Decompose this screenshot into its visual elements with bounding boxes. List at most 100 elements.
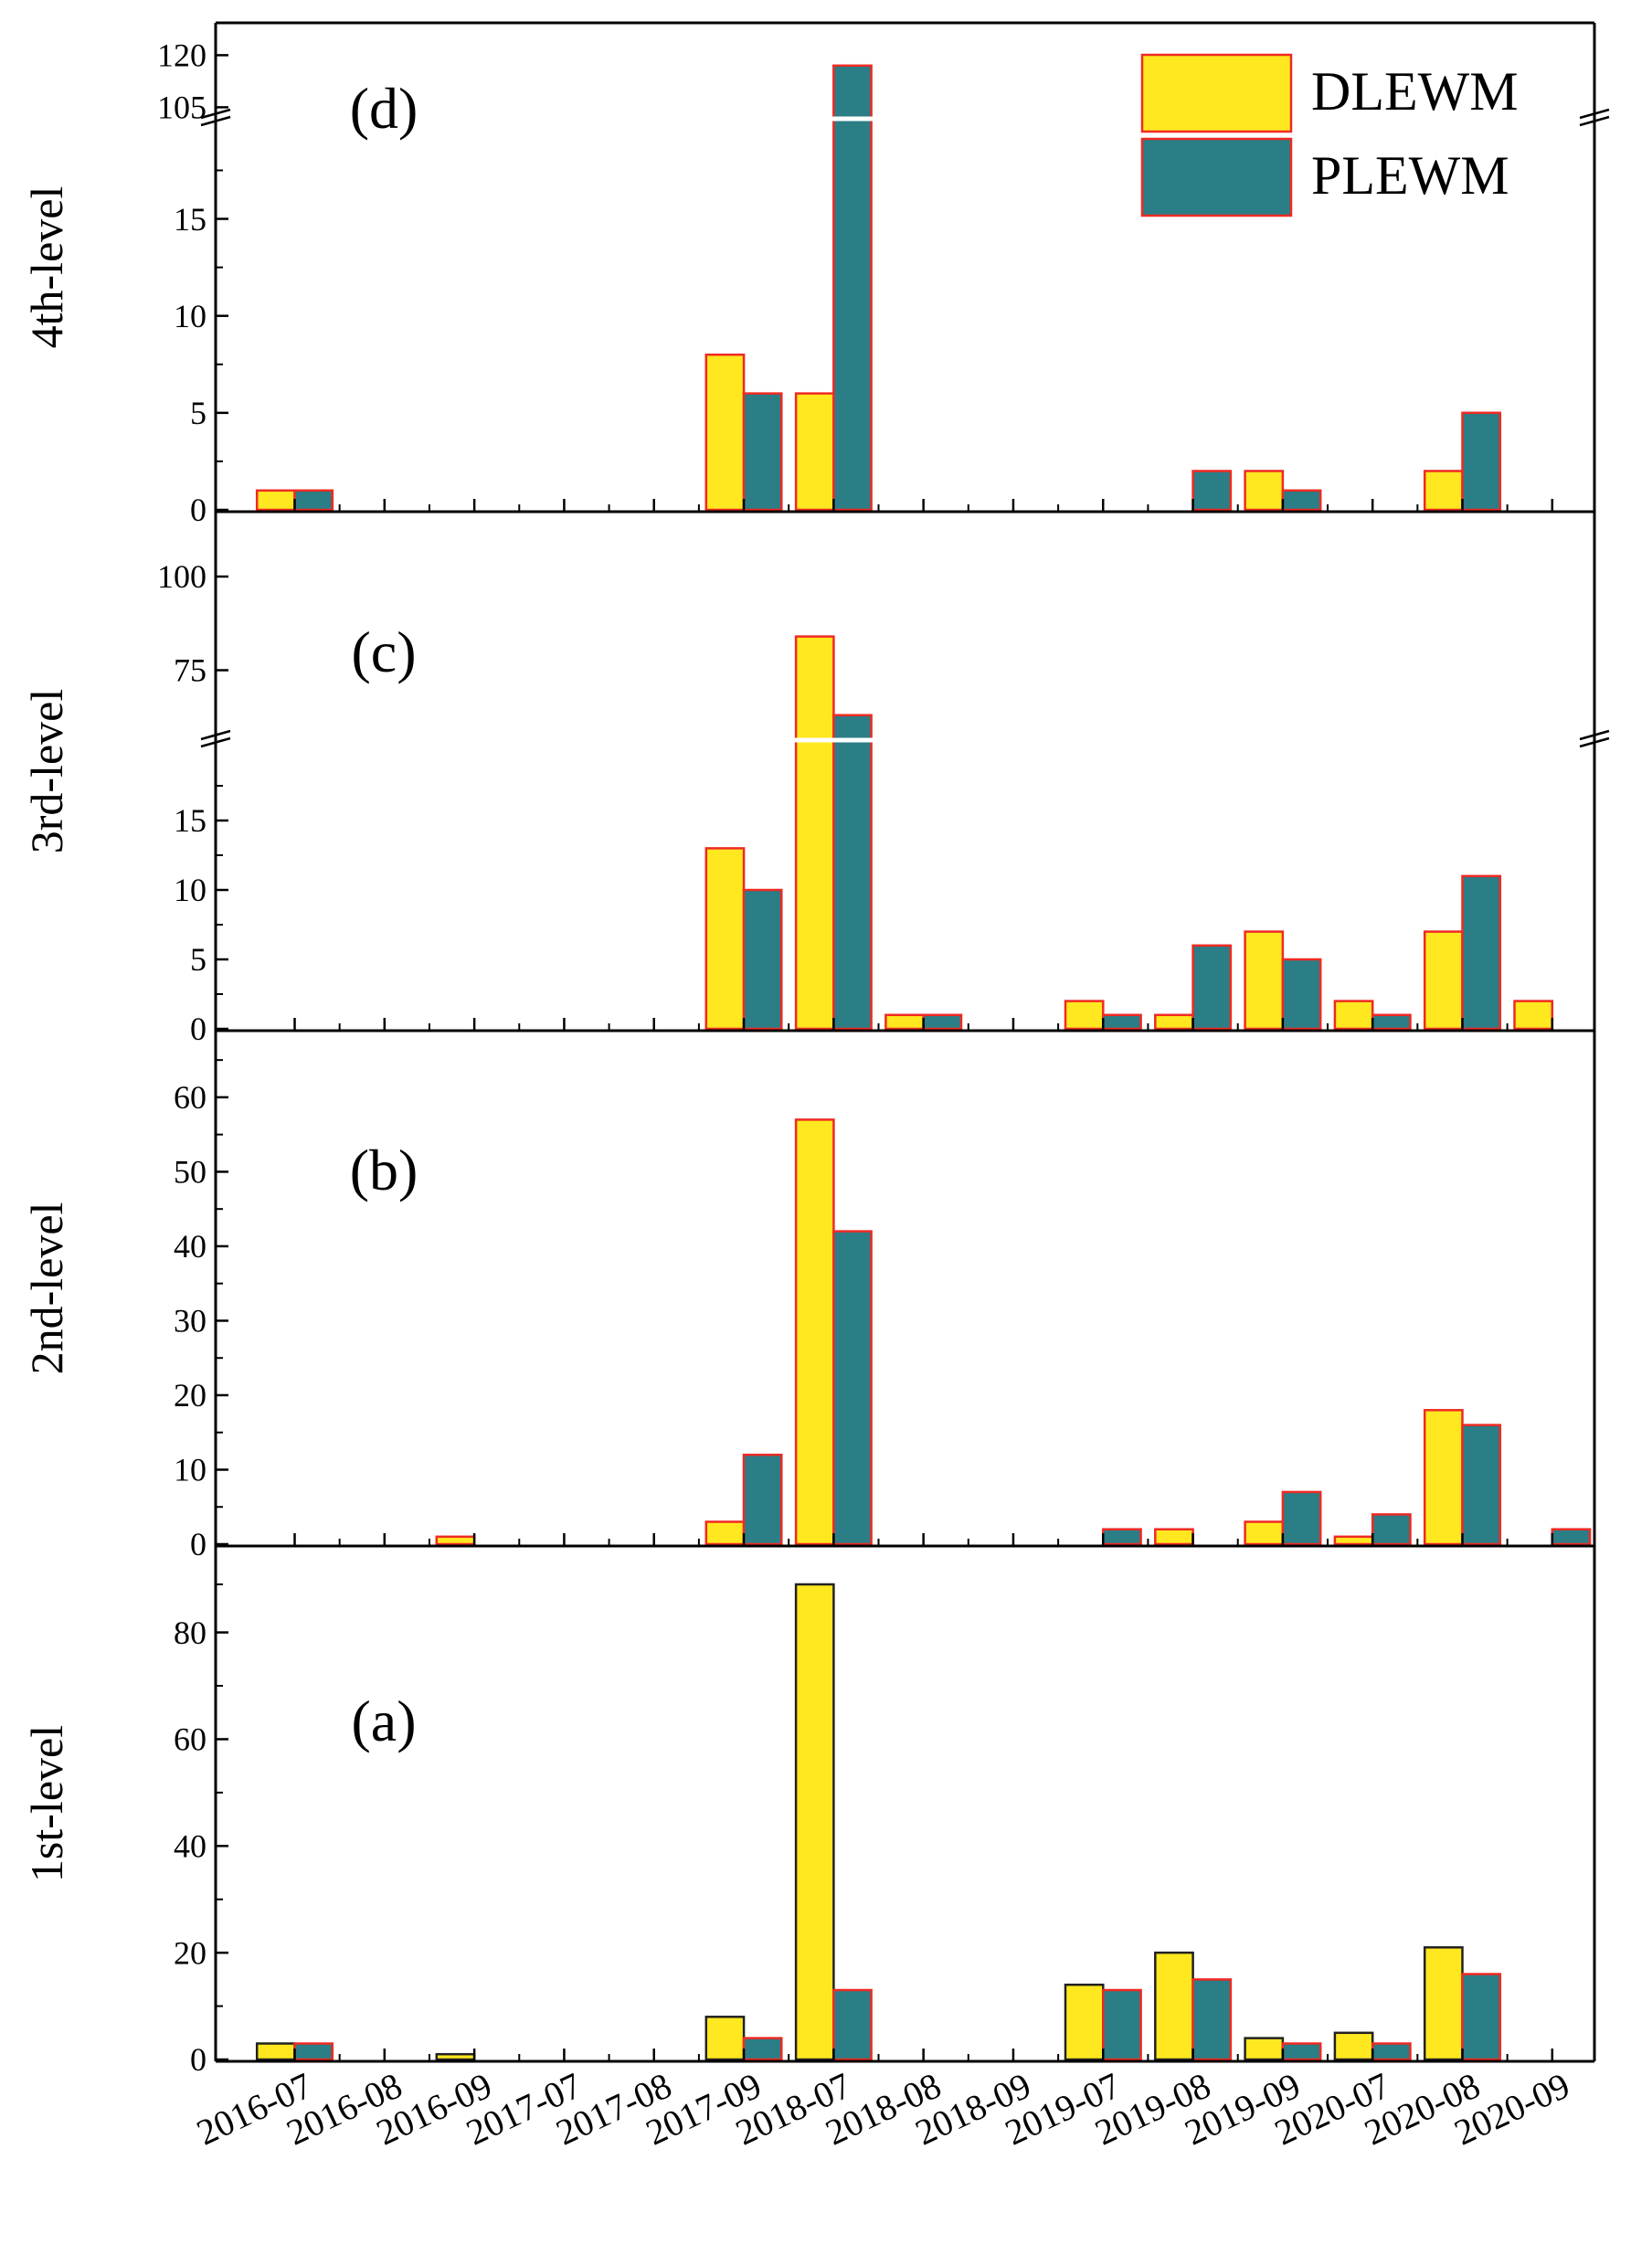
bar-c-dlewm-2020-09	[1513, 1000, 1554, 1031]
y-tick-label-b-20: 20	[174, 1377, 206, 1414]
bar-a-plewm-2019-07	[1102, 1988, 1142, 2061]
y-axis-label-d: 4th-level	[21, 186, 72, 349]
legend: DLEWM PLEWM	[1140, 53, 1519, 217]
bar-a-dlewm-2018-07	[794, 1583, 835, 2061]
bar-a-dlewm-2019-08	[1154, 1951, 1194, 2061]
panel-label-b: (b)	[350, 1138, 418, 1202]
y-tick-label-a-60: 60	[174, 1721, 206, 1758]
bar-d-plewm-2018-07	[832, 64, 873, 512]
bar-a-dlewm-2020-07	[1333, 2031, 1374, 2061]
bar-c-dlewm-2017-09	[704, 847, 746, 1031]
y-tick-label-a-20: 20	[174, 1934, 206, 1971]
bar-a-plewm-2019-08	[1191, 1978, 1233, 2061]
bar-c-plewm-2019-07	[1102, 1013, 1142, 1031]
bar-c-plewm-2018-08	[922, 1013, 963, 1031]
legend-swatch-dlewm	[1140, 53, 1293, 133]
y-tick-label-b-30: 30	[174, 1303, 206, 1339]
bar-b-plewm-2018-07	[832, 1230, 873, 1546]
bar-d-plewm-2019-08	[1191, 470, 1233, 512]
y-tick-label-d-0: 0	[190, 492, 206, 528]
bar-c-plewm-2020-07	[1371, 1013, 1412, 1031]
bar-c-plewm-2020-08	[1461, 874, 1502, 1031]
bar-c-plewm-2017-09	[742, 888, 783, 1031]
y-tick-label-a-80: 80	[174, 1615, 206, 1651]
y-tick-label-d-10: 10	[174, 298, 206, 334]
y-tick-label-d-15: 15	[174, 201, 206, 238]
panel-b: 0 10 20 30 40 50 60 2nd-level (b)	[21, 1031, 1596, 1562]
y-tick-label-c-100: 100	[157, 558, 206, 595]
bar-a-plewm-2018-07	[832, 1988, 873, 2061]
y-tick-label-c-15: 15	[174, 802, 206, 839]
y-axis-label-b: 2nd-level	[21, 1202, 72, 1375]
panel-c: 0 5 10 15 75 100 3rd-level (c)	[21, 512, 1610, 1047]
bar-b-dlewm-2019-08	[1154, 1528, 1194, 1546]
bar-b-dlewm-2018-07	[794, 1118, 835, 1546]
bar-c-dlewm-2019-07	[1064, 1000, 1105, 1031]
bar-d-plewm-2019-09	[1281, 489, 1322, 512]
y-tick-label-b-10: 10	[174, 1452, 206, 1488]
bar-a-dlewm-2017-09	[704, 2016, 746, 2061]
panel-label-a: (a)	[351, 1689, 416, 1753]
y-tick-label-b-60: 60	[174, 1079, 206, 1116]
bar-c-plewm-2018-07	[832, 714, 873, 1031]
bar-d-plewm-2016-07	[293, 489, 334, 512]
y-axis-label-c: 3rd-level	[21, 689, 72, 853]
bar-a-dlewm-2016-07	[255, 2042, 296, 2061]
legend-label-plewm: PLEWM	[1311, 145, 1509, 206]
bar-a-dlewm-2016-09	[435, 2052, 476, 2061]
panel-label-c: (c)	[351, 619, 416, 684]
bar-a-plewm-2020-08	[1461, 1973, 1502, 2061]
y-tick-label-c-75: 75	[174, 652, 206, 689]
bar-b-dlewm-2020-08	[1423, 1409, 1464, 1546]
bar-a-dlewm-2020-08	[1423, 1946, 1464, 2061]
bar-b-plewm-2017-09	[742, 1453, 783, 1546]
legend-label-dlewm: DLEWM	[1311, 61, 1519, 122]
bar-b-plewm-2020-08	[1461, 1424, 1502, 1546]
bar-b-dlewm-2020-07	[1333, 1535, 1374, 1546]
bar-b-dlewm-2017-09	[704, 1520, 746, 1546]
bar-c-dlewm-2020-07	[1333, 1000, 1374, 1031]
bar-c-dlewm-2018-08	[884, 1013, 925, 1031]
y-tick-label-b-50: 50	[174, 1154, 206, 1191]
y-axis-label-a: 1st-level	[21, 1725, 72, 1882]
y-tick-label-a-0: 0	[190, 2041, 206, 2078]
legend-swatch-plewm	[1140, 137, 1293, 217]
bar-a-plewm-2016-07	[293, 2042, 334, 2061]
bar-d-plewm-2017-09	[742, 392, 783, 512]
bar-d-plewm-2020-08	[1461, 411, 1502, 512]
bar-a-plewm-2017-09	[742, 2037, 783, 2061]
bar-b-plewm-2020-09	[1551, 1528, 1592, 1546]
bar-a-plewm-2020-07	[1371, 2042, 1412, 2061]
bar-b-plewm-2019-07	[1102, 1528, 1142, 1546]
y-tick-label-d-105: 105	[157, 90, 206, 126]
y-tick-label-a-40: 40	[174, 1828, 206, 1865]
y-tick-label-b-40: 40	[174, 1228, 206, 1265]
panel-a: 0 20 40 60 80 1st-level (a)	[21, 1546, 1596, 2078]
y-tick-label-b-0: 0	[190, 1526, 206, 1562]
y-tick-label-c-10: 10	[174, 872, 206, 908]
bar-b-dlewm-2016-09	[435, 1535, 476, 1546]
y-tick-label-c-5: 5	[190, 941, 206, 978]
bar-c-dlewm-2018-07	[794, 635, 835, 1031]
bar-d-dlewm-2019-09	[1244, 470, 1285, 512]
bar-c-dlewm-2020-08	[1423, 930, 1464, 1031]
y-tick-label-d-120: 120	[157, 37, 206, 74]
panel-d: 0 5 10 15 105 120 4th-level (d)	[21, 21, 1610, 528]
bar-c-plewm-2019-08	[1191, 944, 1233, 1031]
bar-b-dlewm-2019-09	[1244, 1520, 1285, 1546]
x-tick-labels: 2016-072016-082016-092017-072017-082017-…	[190, 2064, 1575, 2153]
bar-d-dlewm-2018-07	[794, 392, 835, 512]
bar-a-dlewm-2019-07	[1064, 1983, 1105, 2061]
bar-d-dlewm-2017-09	[704, 353, 746, 512]
y-tick-label-c-0: 0	[190, 1011, 206, 1047]
bar-a-dlewm-2019-09	[1244, 2037, 1285, 2061]
bar-c-dlewm-2019-09	[1244, 930, 1285, 1031]
panel-label-d: (d)	[350, 76, 418, 141]
y-tick-label-d-5: 5	[190, 395, 206, 431]
bar-c-dlewm-2019-08	[1154, 1013, 1194, 1031]
bar-b-plewm-2019-09	[1281, 1490, 1322, 1546]
bar-d-dlewm-2016-07	[255, 489, 296, 512]
bar-c-plewm-2019-09	[1281, 958, 1322, 1031]
bar-a-plewm-2019-09	[1281, 2042, 1322, 2061]
